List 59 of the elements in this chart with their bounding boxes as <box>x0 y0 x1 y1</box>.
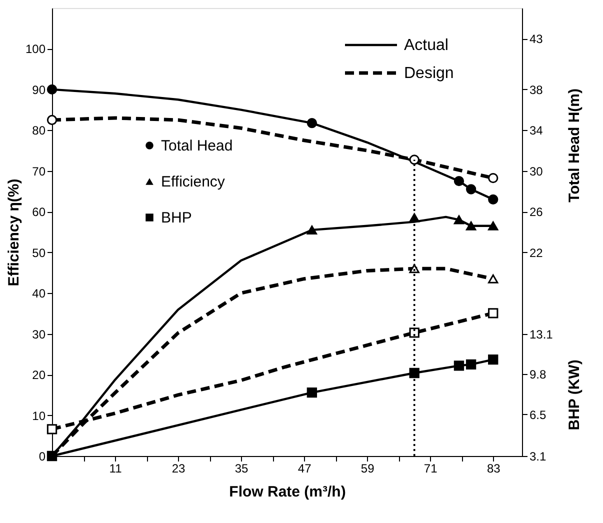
y2-tick-label: 26 <box>530 205 544 220</box>
point <box>466 221 476 230</box>
y3-tick-label: 9.8 <box>530 368 547 382</box>
y-axis-title: Efficiency η(%) <box>5 178 22 286</box>
annotation: Design <box>404 65 454 82</box>
legend-label: BHP <box>161 210 192 226</box>
point <box>488 274 498 284</box>
point <box>306 118 318 128</box>
x-tick-label: 59 <box>360 462 375 476</box>
y-tick-label: 10 <box>32 408 46 423</box>
point <box>488 172 498 184</box>
y-tick-label: 90 <box>32 82 46 97</box>
y2-tick-label: 43 <box>530 32 544 46</box>
point <box>306 387 318 398</box>
y3-axis-title: BHP (KW) <box>566 360 583 430</box>
point <box>46 84 58 95</box>
point <box>488 194 498 204</box>
y3-tick-label: 13.1 <box>530 327 554 342</box>
y-tick-label: 80 <box>32 124 46 138</box>
y2-axis-title: Total Head H(m) <box>566 88 583 202</box>
x-tick-label: 35 <box>234 462 249 476</box>
y-tick-label: 100 <box>25 42 46 56</box>
y2-tick-label: 38 <box>530 82 544 97</box>
point <box>409 368 420 378</box>
y-tick-label: 40 <box>32 286 46 301</box>
point <box>466 359 476 370</box>
y2-tick-label: 34 <box>530 124 544 138</box>
x-axis-title: Flow Rate (m³/h) <box>229 484 346 500</box>
point <box>306 225 318 234</box>
y-tick-label: 70 <box>32 164 46 178</box>
y-tick-label: 50 <box>32 246 46 260</box>
point <box>409 154 420 165</box>
y3-tick-label: 3.1 <box>530 450 547 464</box>
point <box>46 450 58 462</box>
point <box>466 184 476 194</box>
point <box>454 176 464 186</box>
x-tick-label: 71 <box>424 462 438 476</box>
annotation: Actual <box>404 37 448 54</box>
point <box>409 328 420 338</box>
y-tick-label: 30 <box>32 327 46 342</box>
legend-label: Total Head <box>161 138 233 154</box>
point <box>488 221 498 230</box>
y-tick-label: 20 <box>32 368 46 382</box>
y2-tick-label: 22 <box>530 246 544 260</box>
y-tick-label: 60 <box>32 205 46 220</box>
legend-label: Efficiency <box>161 174 226 190</box>
y-tick-label: 0 <box>38 450 46 464</box>
y3-tick-label: 6.5 <box>530 408 547 422</box>
point <box>488 308 498 318</box>
y2-tick-label: 30 <box>530 164 544 178</box>
point <box>454 215 464 224</box>
x-tick-label: 23 <box>172 462 186 476</box>
x-tick-label: 83 <box>486 462 501 476</box>
point <box>488 354 498 365</box>
x-tick-label: 47 <box>298 462 312 476</box>
x-tick-label: 11 <box>109 462 122 476</box>
point <box>46 424 58 434</box>
point <box>46 114 58 126</box>
point <box>454 360 464 371</box>
